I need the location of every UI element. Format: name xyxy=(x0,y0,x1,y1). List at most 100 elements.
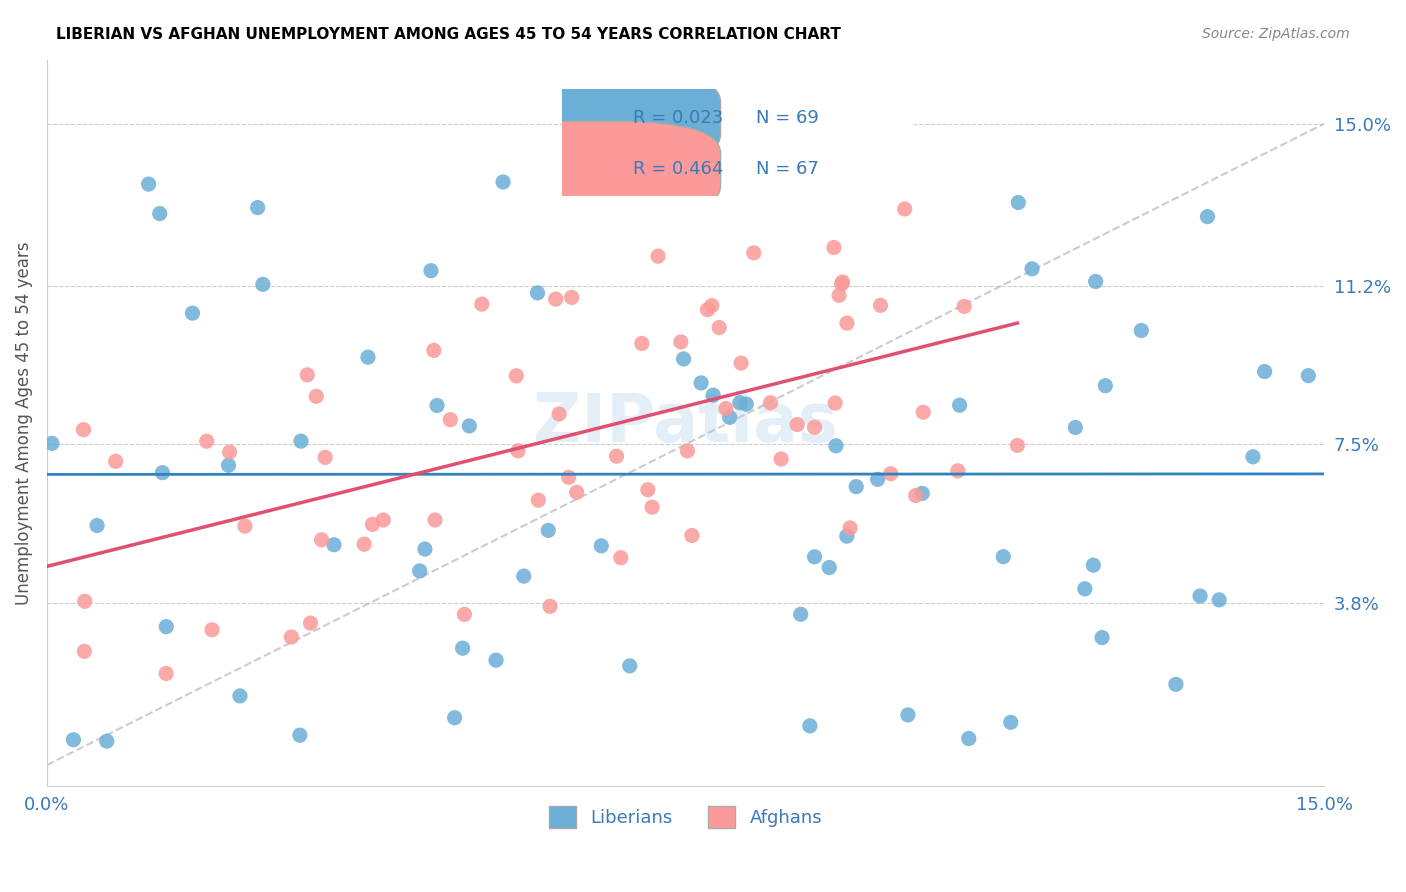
Liberians xyxy=(246,201,269,215)
Liberians xyxy=(790,607,813,622)
Liberians xyxy=(1021,261,1043,276)
Afghans xyxy=(73,644,96,658)
Liberians xyxy=(897,707,920,722)
Afghans xyxy=(314,450,336,465)
Liberians xyxy=(735,397,758,411)
Liberians xyxy=(957,731,980,746)
Liberians xyxy=(409,564,432,578)
Afghans xyxy=(696,302,718,317)
Afghans xyxy=(610,550,633,565)
Afghans xyxy=(373,513,395,527)
Text: Source: ZipAtlas.com: Source: ZipAtlas.com xyxy=(1202,27,1350,41)
Afghans xyxy=(869,298,891,312)
Liberians xyxy=(845,480,868,494)
Text: LIBERIAN VS AFGHAN UNEMPLOYMENT AMONG AGES 45 TO 54 YEARS CORRELATION CHART: LIBERIAN VS AFGHAN UNEMPLOYMENT AMONG AG… xyxy=(56,27,841,42)
Afghans xyxy=(669,334,692,349)
Afghans xyxy=(538,599,561,614)
Liberians xyxy=(619,658,641,673)
Liberians xyxy=(218,458,240,473)
Liberians xyxy=(413,542,436,557)
Liberians xyxy=(458,419,481,434)
Afghans xyxy=(759,396,782,410)
Afghans xyxy=(155,666,177,681)
Afghans xyxy=(423,343,446,358)
Afghans xyxy=(527,493,550,508)
Afghans xyxy=(471,297,494,311)
Liberians xyxy=(41,436,63,450)
Liberians xyxy=(1208,593,1230,607)
Liberians xyxy=(690,376,713,390)
Afghans xyxy=(831,277,853,291)
Afghans xyxy=(904,488,927,502)
Liberians xyxy=(1091,631,1114,645)
Text: ZIPatlas: ZIPatlas xyxy=(533,390,838,456)
Liberians xyxy=(1074,582,1097,596)
Afghans xyxy=(353,537,375,551)
Afghans xyxy=(280,630,302,644)
Liberians xyxy=(152,466,174,480)
Afghans xyxy=(858,176,880,190)
Liberians xyxy=(1083,558,1105,573)
Afghans xyxy=(839,521,862,535)
FancyBboxPatch shape xyxy=(467,121,720,218)
Liberians xyxy=(290,434,312,449)
Liberians xyxy=(993,549,1015,564)
Afghans xyxy=(297,368,319,382)
Afghans xyxy=(218,445,240,459)
Afghans xyxy=(311,533,333,547)
Liberians xyxy=(252,277,274,292)
Afghans xyxy=(730,356,752,370)
Liberians xyxy=(866,472,889,486)
Liberians xyxy=(1064,420,1087,434)
Liberians xyxy=(600,138,623,153)
Liberians xyxy=(948,398,970,412)
Afghans xyxy=(72,423,94,437)
Liberians xyxy=(1241,450,1264,464)
Text: R = 0.464: R = 0.464 xyxy=(633,161,723,178)
Liberians xyxy=(443,711,465,725)
Liberians xyxy=(672,351,695,366)
Afghans xyxy=(953,299,976,313)
Afghans xyxy=(831,275,853,289)
Afghans xyxy=(299,616,322,631)
Afghans xyxy=(786,417,808,432)
Liberians xyxy=(62,732,84,747)
Afghans xyxy=(361,517,384,532)
Afghans xyxy=(641,500,664,515)
Liberians xyxy=(357,350,380,364)
Afghans xyxy=(195,434,218,449)
Afghans xyxy=(681,528,703,542)
Afghans xyxy=(828,288,851,302)
FancyBboxPatch shape xyxy=(467,70,720,166)
Afghans xyxy=(439,413,461,427)
Liberians xyxy=(1298,368,1320,383)
Liberians xyxy=(513,569,536,583)
Afghans xyxy=(835,316,858,330)
Liberians xyxy=(96,734,118,748)
Text: N = 69: N = 69 xyxy=(756,109,818,127)
Liberians xyxy=(526,285,548,300)
Afghans xyxy=(557,470,579,484)
Liberians xyxy=(692,138,714,153)
Liberians xyxy=(485,653,508,667)
Afghans xyxy=(824,396,846,410)
Afghans xyxy=(453,607,475,622)
Afghans xyxy=(676,443,699,458)
Afghans xyxy=(201,623,224,637)
Afghans xyxy=(709,320,731,334)
Afghans xyxy=(880,467,903,481)
Liberians xyxy=(426,399,449,413)
Afghans xyxy=(544,292,567,306)
Liberians xyxy=(1000,715,1022,730)
Liberians xyxy=(1130,323,1153,337)
Liberians xyxy=(1084,275,1107,289)
Text: R = 0.023: R = 0.023 xyxy=(633,109,723,127)
Afghans xyxy=(946,464,969,478)
Liberians xyxy=(728,396,751,410)
Afghans xyxy=(423,513,446,527)
Afghans xyxy=(73,594,96,608)
Liberians xyxy=(718,410,741,425)
Afghans xyxy=(770,452,793,467)
Liberians xyxy=(451,641,474,656)
Afghans xyxy=(104,454,127,468)
